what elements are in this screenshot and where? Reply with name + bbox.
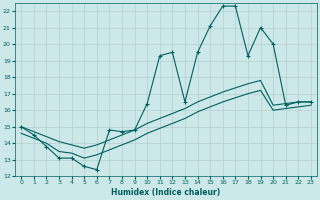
X-axis label: Humidex (Indice chaleur): Humidex (Indice chaleur): [111, 188, 221, 197]
